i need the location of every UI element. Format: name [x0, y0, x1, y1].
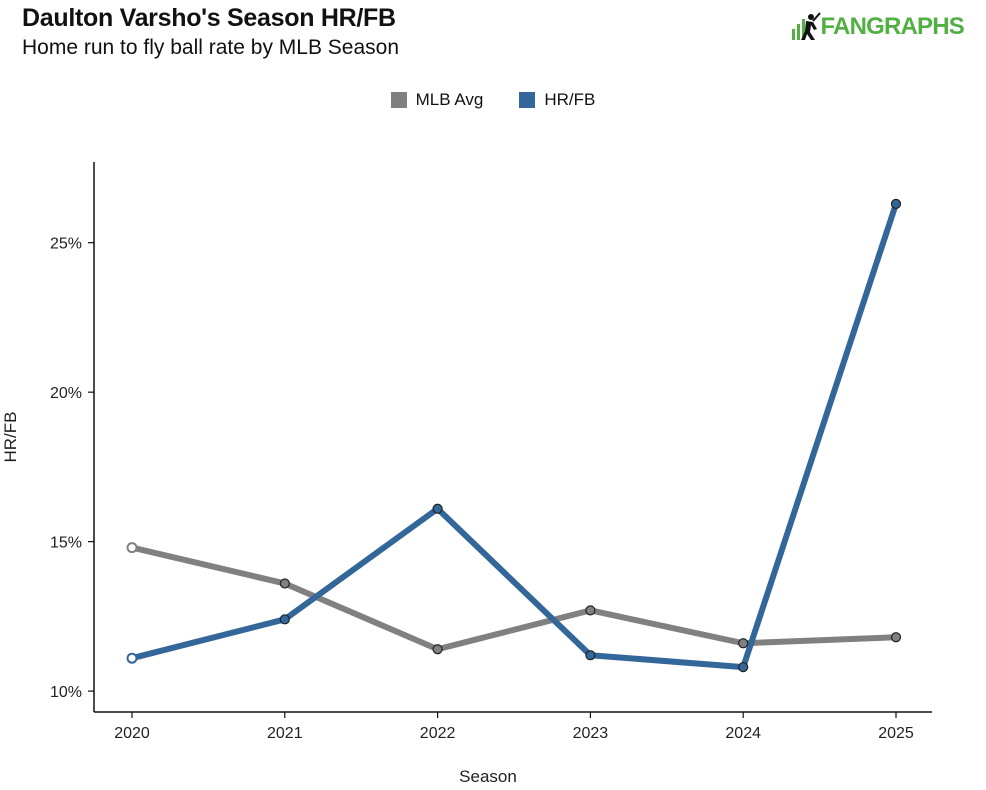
chart-subtitle: Home run to fly ball rate by MLB Season [22, 36, 400, 59]
data-point-hr-fb [890, 198, 902, 209]
legend-item-mlb-avg[interactable]: MLB Avg [390, 90, 484, 110]
legend-label: HR/FB [544, 90, 596, 109]
data-point-hr-fb [279, 614, 290, 625]
legend-label: MLB Avg [415, 90, 484, 109]
fangraphs-logo[interactable]: FANGRAPHS [791, 12, 965, 42]
y-axis-label: HR/FB [1, 412, 20, 463]
x-tick-label: 2022 [420, 725, 456, 742]
x-tick-label: 2024 [725, 725, 761, 742]
y-tick-label: 25% [50, 236, 82, 253]
data-point-hr-fb [126, 652, 138, 664]
data-point-mlb-avg [585, 605, 596, 616]
legend-swatch-hr-fb [519, 92, 536, 108]
data-point-mlb-avg [126, 542, 138, 554]
batter-icon [791, 12, 821, 40]
series-line-hr-fb [129, 200, 899, 671]
data-point-hr-fb [738, 662, 749, 673]
data-point-mlb-avg [432, 644, 443, 655]
y-tick-label: 10% [50, 684, 82, 701]
chart-legend: MLB Avg HR/FB [0, 90, 986, 110]
data-point-hr-fb [432, 503, 443, 514]
x-tick-label: 2025 [878, 725, 914, 742]
x-axis-label: Season [459, 767, 517, 786]
x-tick-label: 2023 [573, 725, 609, 742]
x-tick-label: 2021 [267, 725, 303, 742]
y-tick-label: 20% [50, 385, 82, 402]
data-point-hr-fb [585, 650, 596, 661]
legend-item-hr-fb[interactable]: HR/FB [519, 90, 595, 110]
chart-axes: 10% 15% 20% 25% 2020 2021 2022 2023 2024 2025 Seas… [1, 162, 932, 786]
legend-swatch-mlb-avg [390, 92, 407, 108]
data-point-mlb-avg [279, 578, 290, 589]
series-line-mlb-avg [129, 544, 899, 653]
y-tick-label: 15% [50, 535, 82, 552]
data-point-mlb-avg [738, 638, 749, 649]
chart-series [126, 198, 902, 673]
data-point-mlb-avg [890, 632, 902, 643]
x-tick-label: 2020 [114, 725, 150, 742]
chart-title: Daulton Varsho's Season HR/FB [22, 4, 396, 32]
logo-text: FANGRAPHS [820, 13, 965, 40]
